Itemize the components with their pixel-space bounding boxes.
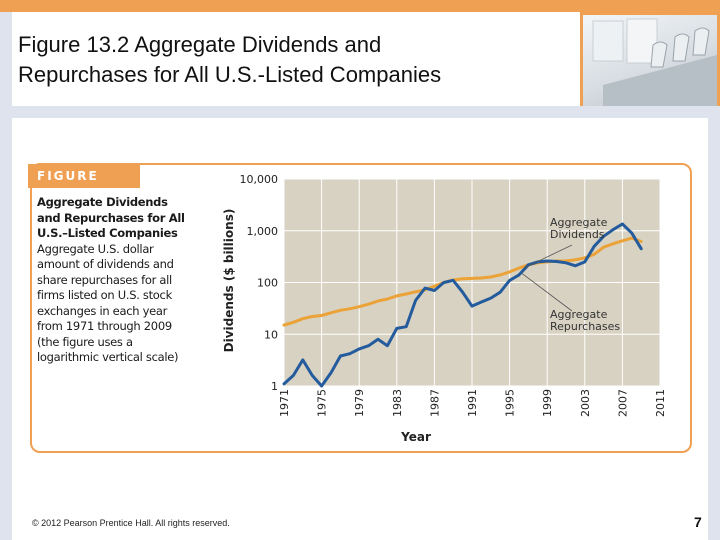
annotation-repurchases-leader: [521, 273, 573, 312]
x-tick-label: 1983: [391, 389, 404, 417]
x-tick-label: 1975: [316, 389, 329, 417]
y-axis-label: Dividends ($ billions): [222, 209, 236, 353]
slide-title-line-1: Figure 13.2 Aggregate Dividends and: [18, 32, 382, 57]
slide-title-line-2: Repurchases for All U.S.-Listed Companie…: [18, 62, 442, 87]
copyright-notice: © 2012 Pearson Prentice Hall. All rights…: [32, 518, 230, 528]
x-tick-label: 2007: [616, 389, 629, 417]
x-tick-label: 1991: [466, 389, 479, 417]
dividends-line: [282, 236, 643, 327]
photo-image: [583, 15, 717, 106]
y-tick-label: 10,000: [240, 173, 279, 186]
y-tick-label: 100: [257, 277, 278, 290]
title-band: [12, 12, 580, 106]
x-axis-label: Year: [400, 430, 431, 444]
repurchases-line: [282, 222, 643, 388]
y-tick-label: 1,000: [247, 225, 279, 238]
conference-room-photo: [580, 12, 720, 106]
x-tick-label: 1999: [541, 389, 554, 417]
page-number: 7: [694, 514, 702, 530]
annotation-repurchases-line1: Aggregate: [550, 308, 608, 321]
y-tick-label: 1: [271, 380, 278, 393]
x-tick-label: 1971: [278, 389, 291, 417]
x-tick-label: 2003: [579, 389, 592, 417]
annotation-repurchases-line2: Repurchases: [550, 320, 620, 333]
figure-caption-text: Aggregate U.S. dollar amount of dividend…: [37, 241, 179, 365]
annotation-dividends-leader: [523, 244, 573, 269]
figure-caption-title: Aggregate Dividends and Repurchases for …: [37, 195, 185, 240]
figure-label: FIGURE 13.2: [28, 164, 140, 207]
figure-caption: Aggregate Dividends and Repurchases for …: [37, 195, 187, 366]
annotation-dividends-line2: Dividends: [550, 228, 605, 241]
x-tick-label: 1995: [504, 389, 517, 417]
x-tick-label: 1987: [428, 389, 441, 417]
annotation-dividends-line1: Aggregate: [550, 216, 608, 229]
top-accent-bar: [0, 0, 720, 12]
slide-title: Figure 13.2 Aggregate Dividends and Repu…: [18, 30, 558, 90]
y-tick-label: 10: [264, 328, 278, 341]
photo-chairs-graphic: [592, 18, 717, 106]
x-tick-label: 2011: [654, 389, 667, 417]
x-tick-label: 1979: [353, 389, 366, 417]
